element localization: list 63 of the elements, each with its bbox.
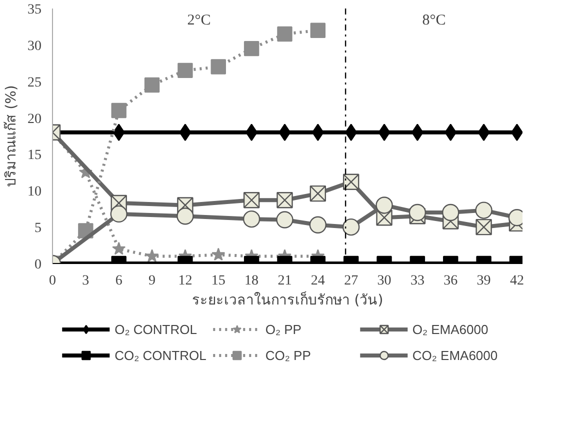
legend-label: O₂ CONTROL — [114, 322, 198, 336]
y-tick-label: 30 — [28, 38, 42, 54]
point — [309, 216, 327, 234]
x-tick-label: 39 — [476, 274, 491, 288]
x-tick-label: 18 — [244, 274, 259, 288]
point — [276, 211, 294, 228]
point — [112, 124, 125, 141]
point — [111, 102, 126, 118]
point — [179, 124, 192, 141]
x-tick-label: 24 — [310, 274, 325, 288]
x-tick-label: 9 — [148, 274, 156, 288]
point — [345, 124, 358, 141]
point — [312, 124, 324, 141]
legend-label: CO₂ CONTROL — [114, 348, 206, 362]
point — [278, 124, 291, 141]
point — [145, 249, 159, 262]
x-tick-label: 36 — [444, 274, 458, 288]
point — [178, 62, 193, 78]
point — [378, 124, 390, 141]
y-tick-label: 5 — [34, 221, 42, 236]
x-tick-label: 0 — [49, 274, 56, 288]
x-tick-label: 3 — [82, 274, 90, 288]
x-tick-label: 12 — [178, 274, 192, 288]
point — [476, 218, 492, 236]
x-tick-label: 33 — [410, 274, 424, 288]
x-tick-label: 15 — [211, 274, 226, 288]
point — [442, 204, 460, 222]
y-tick-label: 10 — [28, 184, 42, 200]
y-axis-title: ปริมาณแก๊ส (%) — [4, 85, 20, 187]
point — [310, 22, 326, 38]
point — [444, 124, 457, 141]
annotation: 8°C — [422, 12, 446, 28]
x-tick-label: 6 — [115, 274, 122, 288]
point — [176, 208, 194, 225]
x-tick-label: 42 — [510, 274, 524, 288]
y-tick-label: 20 — [28, 112, 42, 127]
x-tick-label: 30 — [377, 274, 392, 288]
point — [277, 26, 292, 42]
point — [478, 124, 490, 141]
legend-label: O₂ PP — [265, 322, 302, 336]
point — [110, 205, 128, 223]
x-tick-label: 21 — [278, 274, 292, 288]
point — [276, 192, 293, 208]
point — [342, 218, 360, 236]
point — [244, 40, 260, 56]
y-tick-label: 35 — [28, 2, 42, 18]
point — [212, 248, 226, 261]
legend-label: CO₂ PP — [265, 348, 312, 362]
legend-label: CO₂ EMA6000 — [412, 348, 499, 362]
y-tick-label: 0 — [34, 258, 42, 272]
annotation: 2°C — [187, 12, 211, 28]
legend-label: O₂ EMA6000 — [412, 322, 490, 336]
y-tick-label: 15 — [28, 148, 42, 164]
point — [112, 242, 126, 255]
point — [210, 59, 226, 74]
x-tick-label: 27 — [344, 274, 358, 288]
x-axis-title: ระยะเวลาในการเก็บรักษา (วัน) — [192, 290, 384, 308]
point — [376, 196, 393, 214]
point — [242, 210, 260, 228]
point — [475, 202, 492, 219]
point — [144, 77, 160, 93]
point — [408, 204, 426, 222]
y-tick-label: 25 — [28, 75, 42, 90]
